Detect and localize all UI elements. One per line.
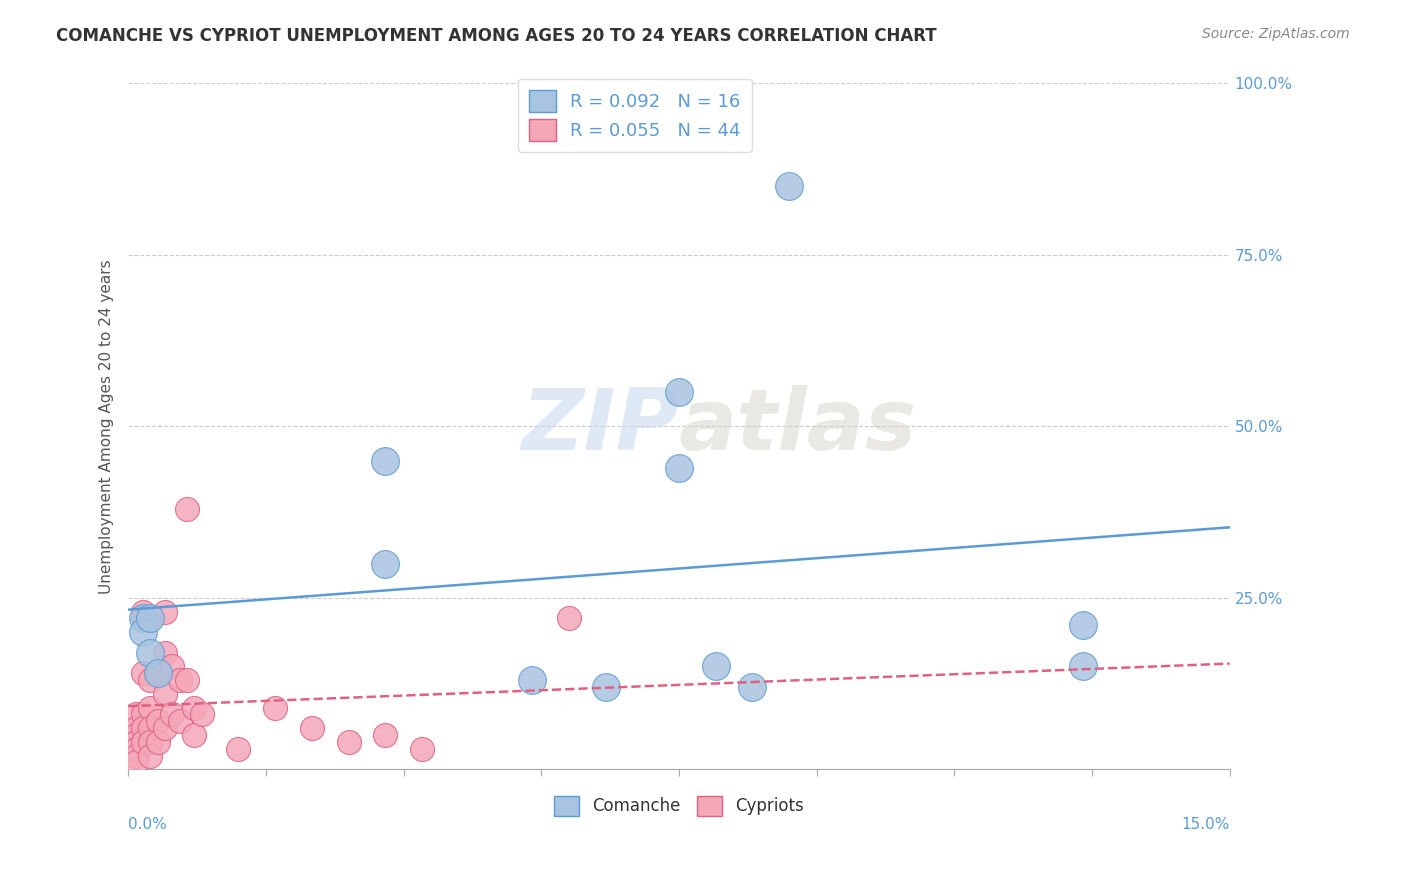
Point — [124, 721, 146, 735]
Point — [1071, 659, 1094, 673]
Point — [132, 625, 155, 640]
Point — [117, 741, 139, 756]
Point — [146, 666, 169, 681]
Point — [595, 680, 617, 694]
Point — [132, 707, 155, 722]
Point — [132, 735, 155, 749]
Point — [374, 728, 396, 742]
Point — [558, 611, 581, 625]
Point — [139, 748, 162, 763]
Point — [153, 605, 176, 619]
Point — [411, 741, 433, 756]
Point — [139, 611, 162, 625]
Point — [520, 673, 543, 688]
Text: Source: ZipAtlas.com: Source: ZipAtlas.com — [1202, 27, 1350, 41]
Point — [124, 756, 146, 770]
Point — [183, 728, 205, 742]
Point — [374, 557, 396, 571]
Point — [132, 611, 155, 625]
Point — [228, 741, 250, 756]
Point — [374, 453, 396, 467]
Point — [183, 700, 205, 714]
Point — [146, 714, 169, 729]
Point — [139, 673, 162, 688]
Point — [153, 646, 176, 660]
Point — [264, 700, 287, 714]
Point — [146, 666, 169, 681]
Point — [117, 728, 139, 742]
Point — [668, 460, 690, 475]
Point — [132, 611, 155, 625]
Point — [176, 501, 198, 516]
Point — [124, 741, 146, 756]
Legend: Comanche, Cypriots: Comanche, Cypriots — [547, 789, 811, 822]
Point — [124, 735, 146, 749]
Point — [162, 707, 184, 722]
Point — [132, 605, 155, 619]
Text: 0.0%: 0.0% — [128, 817, 167, 832]
Point — [741, 680, 763, 694]
Point — [124, 748, 146, 763]
Text: ZIP: ZIP — [522, 384, 679, 468]
Point — [153, 721, 176, 735]
Point — [704, 659, 727, 673]
Point — [153, 687, 176, 701]
Point — [190, 707, 212, 722]
Point — [1071, 618, 1094, 632]
Point — [668, 385, 690, 400]
Point — [132, 666, 155, 681]
Point — [162, 659, 184, 673]
Point — [124, 707, 146, 722]
Point — [139, 700, 162, 714]
Text: atlas: atlas — [679, 384, 917, 468]
Point — [176, 673, 198, 688]
Point — [139, 721, 162, 735]
Point — [146, 735, 169, 749]
Point — [139, 646, 162, 660]
Point — [132, 721, 155, 735]
Point — [124, 728, 146, 742]
Point — [169, 673, 191, 688]
Text: 15.0%: 15.0% — [1181, 817, 1230, 832]
Point — [337, 735, 360, 749]
Point — [301, 721, 323, 735]
Point — [139, 735, 162, 749]
Y-axis label: Unemployment Among Ages 20 to 24 years: Unemployment Among Ages 20 to 24 years — [100, 259, 114, 594]
Point — [169, 714, 191, 729]
Point — [778, 179, 800, 194]
Text: COMANCHE VS CYPRIOT UNEMPLOYMENT AMONG AGES 20 TO 24 YEARS CORRELATION CHART: COMANCHE VS CYPRIOT UNEMPLOYMENT AMONG A… — [56, 27, 936, 45]
Point — [139, 611, 162, 625]
